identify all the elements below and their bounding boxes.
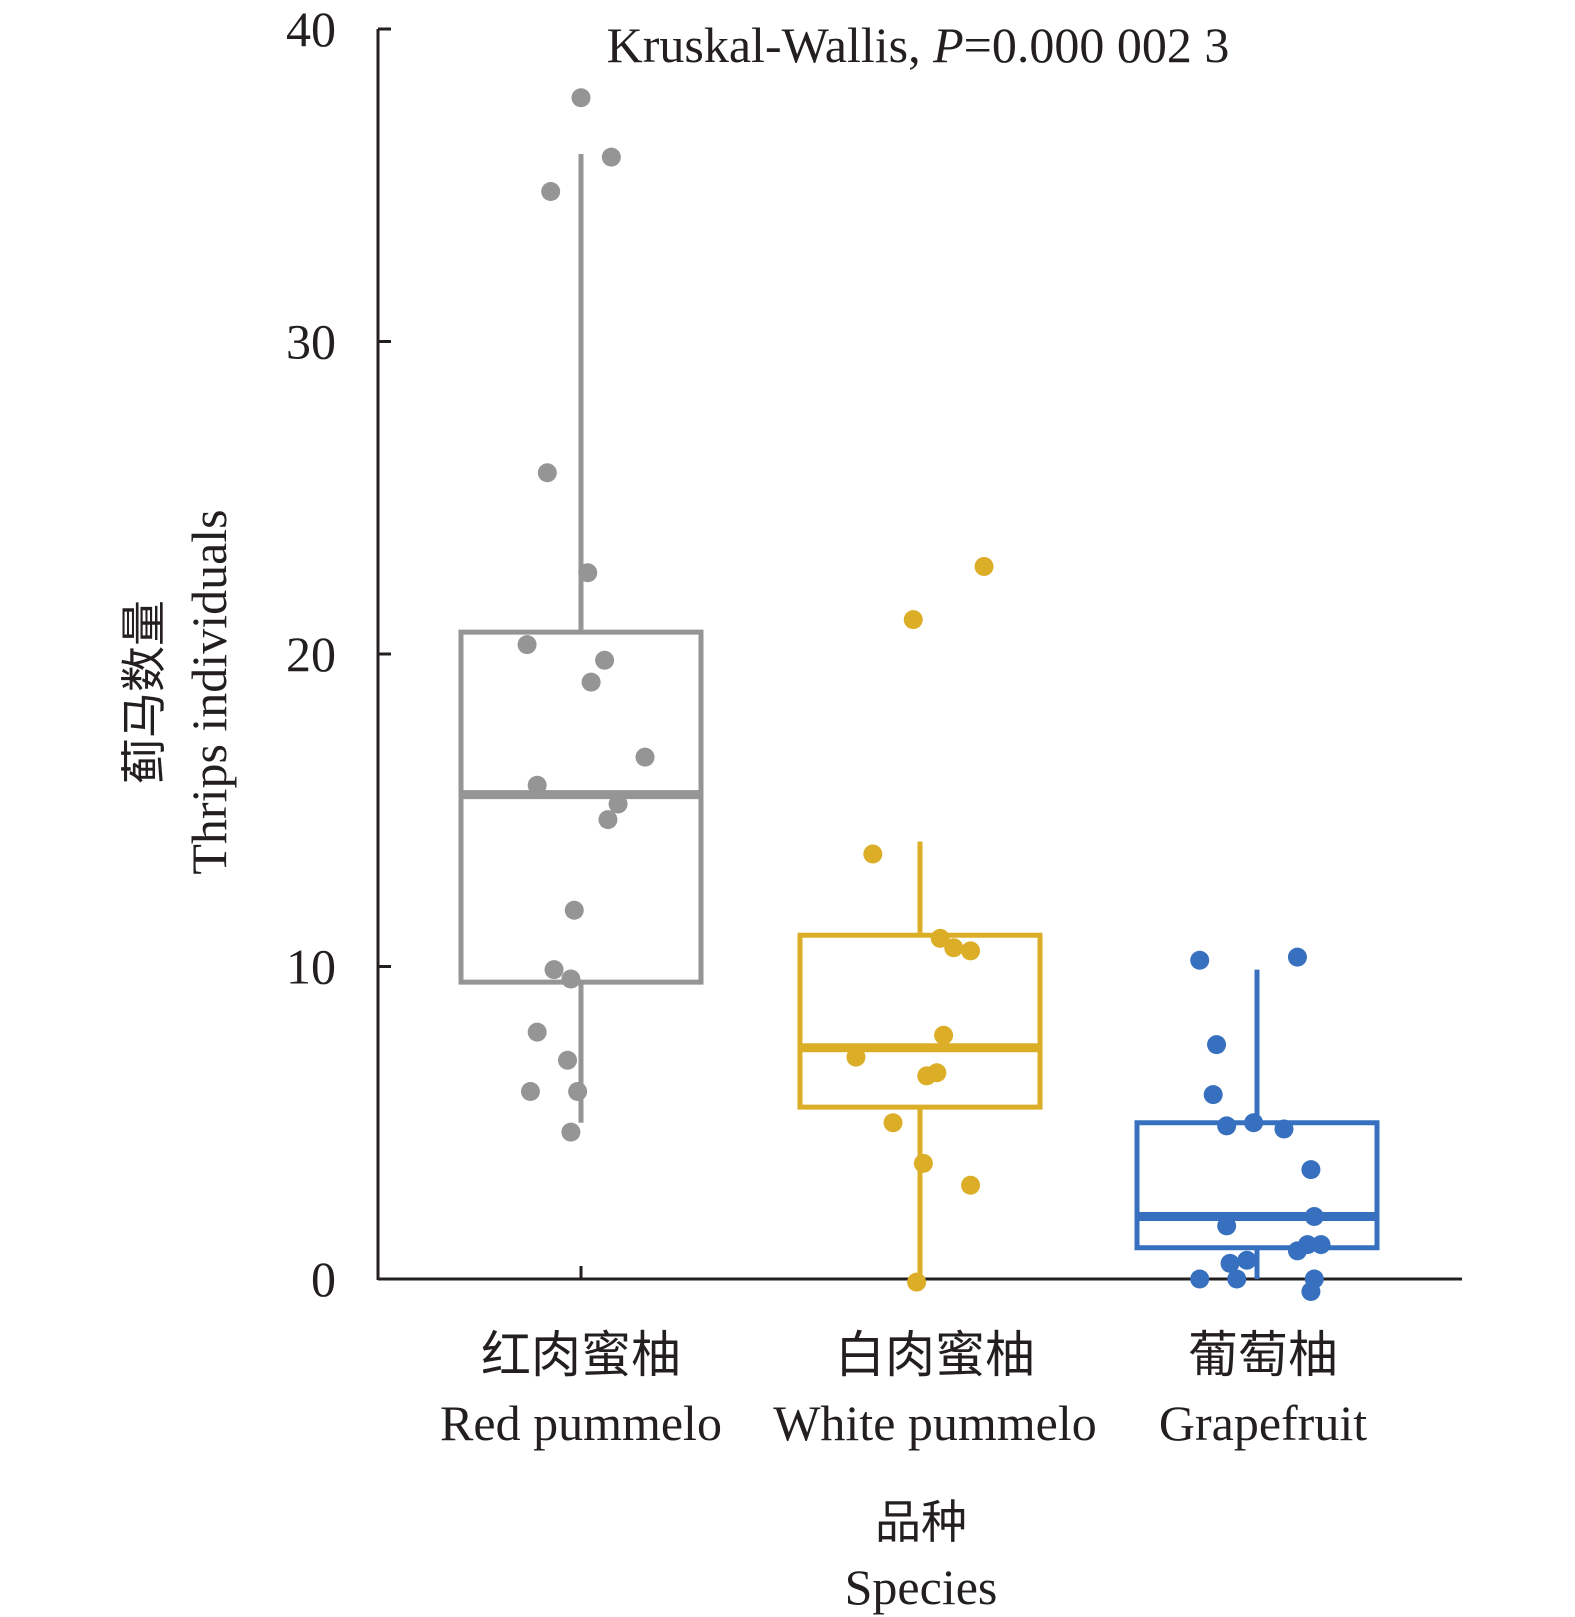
category-label-cn-grapefruit: 葡萄柚 (1188, 1327, 1338, 1383)
data-points (517, 88, 1331, 1301)
boxes (458, 154, 1380, 1279)
data-point (1287, 947, 1307, 967)
category-label-cn-red: 红肉蜜柚 (481, 1327, 681, 1383)
data-point (1203, 1085, 1223, 1105)
y-tick-label: 0 (311, 1251, 336, 1307)
data-point (520, 1082, 540, 1101)
data-point (930, 928, 950, 948)
data-point (561, 969, 581, 989)
data-point (1244, 1113, 1264, 1133)
data-point (608, 794, 628, 814)
data-point (1207, 1035, 1227, 1055)
data-point (581, 672, 601, 692)
data-point (1227, 1269, 1247, 1289)
data-point (907, 1272, 927, 1292)
data-point (913, 1153, 933, 1173)
data-point (846, 1047, 866, 1067)
category-label-cn-white: 白肉蜜柚 (835, 1327, 1035, 1383)
chart-title-p-label: P (932, 17, 964, 73)
data-point (1301, 1282, 1321, 1301)
x-axis-label-cn: 品种 (875, 1497, 967, 1548)
category-label-en-grapefruit: Grapefruit (1159, 1395, 1367, 1451)
data-point (1237, 1250, 1257, 1270)
data-point (1274, 1119, 1294, 1139)
data-point (961, 1175, 981, 1195)
y-axis-label-cn: 蓟马数量 (119, 600, 170, 784)
data-point (568, 1082, 588, 1101)
data-point (1190, 1269, 1210, 1289)
data-point (537, 463, 557, 483)
data-point (578, 563, 598, 583)
data-point (527, 775, 547, 795)
data-point (558, 1050, 578, 1070)
data-point (635, 747, 655, 767)
iqr-box (1134, 1120, 1380, 1251)
y-tick-label: 40 (286, 1, 336, 57)
chart-title-p-value: =0.000 002 3 (964, 17, 1230, 73)
data-point (974, 557, 994, 576)
iqr-box (458, 629, 704, 985)
y-tick-label: 30 (286, 314, 336, 370)
data-point (595, 650, 615, 670)
data-point (544, 960, 564, 980)
data-point (1220, 1253, 1240, 1273)
category-labels: 红肉蜜柚 Red pummelo 白肉蜜柚 White pummelo 葡萄柚 … (440, 1327, 1367, 1451)
data-point (1304, 1207, 1324, 1226)
data-point (1311, 1235, 1331, 1255)
data-point (883, 1113, 903, 1133)
box-red-pummelo (458, 154, 704, 1123)
data-point (944, 938, 964, 958)
x-axis-label-en: Species (845, 1559, 998, 1615)
iqr-box (797, 932, 1043, 1110)
data-point (934, 1025, 954, 1045)
data-point (564, 900, 584, 920)
chart-title-test: Kruskal-Wallis, (607, 17, 933, 73)
data-point (1190, 950, 1210, 970)
category-label-en-red: Red pummelo (440, 1395, 722, 1451)
chart-title: Kruskal-Wallis, P=0.000 002 3 (607, 17, 1230, 73)
data-point (1217, 1116, 1237, 1136)
data-point (903, 610, 923, 630)
data-point (561, 1122, 581, 1142)
category-label-en-white: White pummelo (773, 1395, 1097, 1451)
axes (376, 29, 1462, 1281)
data-point (1217, 1216, 1237, 1236)
data-point (541, 182, 561, 201)
y-tick-label: 10 (286, 939, 336, 995)
data-point (598, 810, 618, 830)
data-point (571, 88, 591, 108)
data-point (961, 941, 981, 961)
data-point (1301, 1160, 1321, 1180)
data-point (517, 635, 537, 655)
data-point (601, 147, 621, 167)
data-point (863, 844, 883, 864)
data-point (1287, 1241, 1307, 1261)
y-axis-label-en: Thrips individuals (181, 509, 237, 874)
y-ticks: 0 10 20 30 40 (286, 1, 391, 1307)
data-point (917, 1066, 937, 1086)
box-white-pummelo (797, 841, 1043, 1279)
y-tick-label: 20 (286, 626, 336, 682)
data-point (527, 1022, 547, 1042)
